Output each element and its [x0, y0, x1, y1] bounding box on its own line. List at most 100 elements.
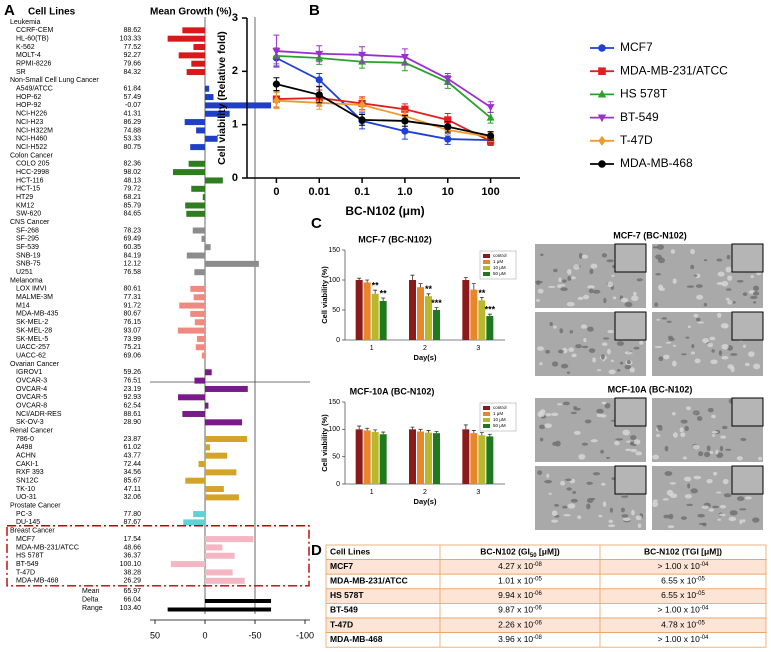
- cell-texture: [697, 416, 703, 421]
- text-part: 6.55 x 10: [661, 590, 696, 600]
- line: [276, 54, 492, 119]
- value-label: 61.02: [123, 444, 141, 451]
- line: [276, 99, 491, 138]
- line: [276, 57, 491, 142]
- cell-line-label: M14: [16, 302, 30, 309]
- bar: [167, 35, 205, 42]
- cell-texture: [749, 295, 758, 299]
- bar: [205, 177, 223, 184]
- cell-texture: [736, 456, 743, 461]
- y-tick-label: 50: [332, 307, 340, 314]
- cell-texture: [709, 450, 714, 454]
- cell-line-label: UACC-62: [16, 352, 46, 359]
- cell-texture: [581, 254, 589, 259]
- cell-texture: [690, 351, 696, 355]
- cell-line-label: SNB-75: [16, 261, 41, 268]
- value-label: 48.13: [123, 177, 141, 184]
- cell-texture: [568, 347, 575, 353]
- cell-texture: [698, 451, 704, 457]
- superscript: -05: [533, 576, 542, 582]
- marker: [315, 91, 323, 99]
- cell-texture: [680, 432, 686, 438]
- cell-line-label: NCI-H23: [16, 119, 43, 126]
- bar: [205, 260, 259, 267]
- value-label: 80.67: [123, 311, 141, 318]
- legend-swatch: [483, 260, 490, 264]
- cell-texture: [682, 456, 687, 460]
- cell-texture: [652, 499, 659, 502]
- cell-texture: [535, 280, 543, 284]
- table-row: [325, 632, 767, 648]
- inset: [614, 397, 647, 427]
- summary-value: 66.04: [123, 597, 141, 604]
- bar: [186, 69, 205, 76]
- x-tick-label: 0: [273, 186, 279, 198]
- x-axis-title: Day(s): [414, 353, 437, 362]
- marker: [444, 116, 452, 124]
- cell-texture: [753, 285, 760, 291]
- cell-texture: [537, 470, 543, 476]
- cell-texture: [592, 357, 597, 363]
- marker: [401, 117, 409, 125]
- y-tick-label: 0: [336, 481, 340, 488]
- cell-texture: [601, 253, 608, 258]
- cell-texture: [596, 412, 602, 418]
- legend-swatch: [483, 418, 490, 422]
- cell-texture: [561, 279, 567, 283]
- bar: [196, 127, 205, 134]
- value-label: 88.62: [123, 27, 141, 34]
- cell-texture: [603, 337, 610, 340]
- bar: [205, 135, 218, 142]
- cell-texture: [672, 432, 678, 438]
- cell-texture: [621, 514, 629, 518]
- cell-texture: [711, 431, 719, 434]
- cell-texture: [664, 445, 669, 452]
- cell-texture: [625, 448, 632, 452]
- cell-texture: [572, 491, 577, 494]
- value-label: 80.61: [123, 286, 141, 293]
- bar: [177, 327, 205, 334]
- table-cell: 2.26 x 10-06: [498, 620, 542, 630]
- bar: [196, 335, 205, 342]
- cell-texture: [672, 411, 676, 416]
- cell-texture: [658, 287, 665, 292]
- cell-texture: [590, 497, 596, 501]
- y-tick-label: 150: [328, 247, 340, 254]
- cell-line-label: UO-31: [16, 494, 37, 501]
- cell-texture: [603, 297, 607, 304]
- panel-label: B: [309, 2, 320, 19]
- cell-texture: [567, 503, 576, 509]
- cell-texture: [545, 413, 552, 417]
- bar: [179, 302, 205, 309]
- cell-texture: [622, 517, 631, 522]
- bar: [462, 280, 470, 340]
- summary-label: Mean: [82, 588, 100, 595]
- marker: [272, 95, 281, 106]
- cell-texture: [684, 476, 692, 482]
- cell-texture: [571, 353, 577, 358]
- chart-title: MCF-10A (BC-N102): [350, 386, 435, 396]
- cell-texture: [736, 280, 744, 283]
- cell-texture: [624, 302, 633, 308]
- value-label: 38.28: [123, 569, 141, 576]
- bar: [205, 385, 248, 392]
- cell-texture: [684, 494, 692, 499]
- bar: [201, 352, 205, 359]
- x-tick-label: 2: [423, 345, 427, 352]
- value-label: 88.61: [123, 411, 141, 418]
- line: [276, 97, 491, 143]
- marker: [315, 50, 324, 59]
- bar: [205, 102, 272, 109]
- cell-texture: [590, 439, 598, 443]
- cell-texture: [715, 449, 719, 455]
- cell-texture: [652, 454, 660, 460]
- cell-texture: [708, 508, 715, 512]
- cell-texture: [584, 419, 592, 424]
- panel-label: C: [311, 215, 322, 232]
- cell-texture: [601, 401, 607, 405]
- cell-texture: [577, 296, 584, 301]
- error-bar: [471, 430, 476, 434]
- cell-texture: [717, 312, 722, 318]
- cell-texture: [586, 503, 591, 510]
- cell-texture: [606, 259, 614, 263]
